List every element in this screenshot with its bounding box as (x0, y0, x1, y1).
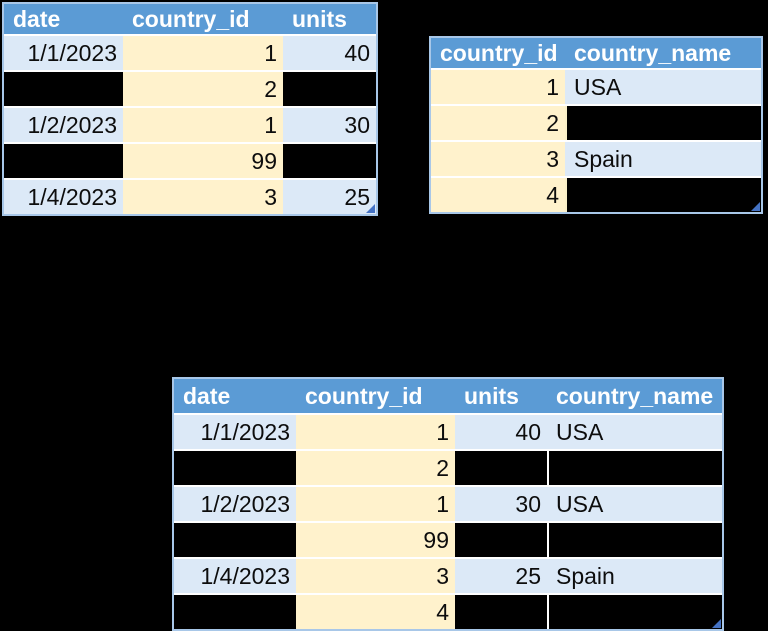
missing-cell (283, 144, 376, 178)
merged-table: date country_id units country_name 1/1/2… (172, 377, 724, 631)
table-row: 1/4/2023 3 25 Spain (174, 559, 722, 593)
country-name-header: country_name (556, 383, 714, 409)
date-header: date (183, 383, 231, 409)
date-header: date (13, 6, 61, 32)
table-row: 4 (174, 595, 722, 629)
country-name-cell: Spain (565, 142, 761, 176)
table-row: 3 Spain (431, 142, 761, 176)
table-row: 99 (174, 523, 722, 557)
units-cell: 30 (283, 108, 376, 142)
country-id-cell: 3 (296, 559, 455, 593)
country-id-cell: 2 (123, 72, 283, 106)
country-id-header: country_id (440, 40, 558, 66)
missing-cell (174, 595, 296, 629)
country-id-cell: 99 (123, 144, 283, 178)
table-resize-handle-icon (366, 204, 375, 213)
sales-table: date country_id units 1/1/2023 1 40 2 1/… (2, 2, 378, 216)
units-cell: 30 (455, 487, 547, 521)
country-id-cell: 99 (296, 523, 455, 557)
missing-cell (547, 451, 722, 485)
missing-cell (174, 451, 296, 485)
units-cell: 25 (283, 180, 376, 214)
date-cell: 1/2/2023 (4, 108, 123, 142)
countries-table: country_id country_name 1 USA 2 3 Spain … (429, 36, 763, 214)
country-id-cell: 2 (296, 451, 455, 485)
units-header: units (292, 6, 347, 32)
date-cell: 1/4/2023 (4, 180, 123, 214)
table-row: 1/1/2023 1 40 (4, 36, 376, 70)
table-row: 1/2/2023 1 30 (4, 108, 376, 142)
countries-table-header-row: country_id country_name (431, 38, 761, 68)
country-id-cell: 1 (431, 70, 565, 104)
units-cell: 40 (283, 36, 376, 70)
merged-table-header-row: date country_id units country_name (174, 379, 722, 413)
missing-cell (547, 595, 722, 629)
missing-cell (455, 595, 547, 629)
missing-cell (174, 523, 296, 557)
missing-cell (547, 523, 722, 557)
units-header: units (464, 383, 519, 409)
sales-table-header-row: date country_id units (4, 4, 376, 34)
table-row: 1 USA (431, 70, 761, 104)
country-name-cell: Spain (547, 559, 722, 593)
missing-cell (565, 178, 761, 212)
missing-cell (565, 106, 761, 140)
table-row: 4 (431, 178, 761, 212)
country-id-cell: 3 (123, 180, 283, 214)
country-id-cell: 1 (123, 36, 283, 70)
table-row: 99 (4, 144, 376, 178)
table-row: 2 (174, 451, 722, 485)
table-row: 1/1/2023 1 40 USA (174, 415, 722, 449)
country-id-cell: 1 (123, 108, 283, 142)
country-id-cell: 3 (431, 142, 565, 176)
date-cell: 1/1/2023 (4, 36, 123, 70)
country-id-cell: 1 (296, 415, 455, 449)
country-id-cell: 4 (431, 178, 565, 212)
units-cell: 25 (455, 559, 547, 593)
table-resize-handle-icon (751, 202, 760, 211)
date-cell: 1/2/2023 (174, 487, 296, 521)
country-id-cell: 1 (296, 487, 455, 521)
table-row: 1/2/2023 1 30 USA (174, 487, 722, 521)
country-id-cell: 4 (296, 595, 455, 629)
country-name-cell: USA (547, 415, 722, 449)
country-name-cell: USA (565, 70, 761, 104)
missing-cell (4, 144, 123, 178)
country-name-cell: USA (547, 487, 722, 521)
missing-cell (455, 451, 547, 485)
country-id-cell: 2 (431, 106, 565, 140)
table-row: 2 (4, 72, 376, 106)
missing-cell (4, 72, 123, 106)
missing-cell (283, 72, 376, 106)
table-resize-handle-icon (712, 619, 721, 628)
table-row: 2 (431, 106, 761, 140)
country-name-header: country_name (574, 40, 732, 66)
date-cell: 1/4/2023 (174, 559, 296, 593)
country-id-header: country_id (132, 6, 250, 32)
table-row: 1/4/2023 3 25 (4, 180, 376, 214)
units-cell: 40 (455, 415, 547, 449)
country-id-header: country_id (305, 383, 423, 409)
missing-cell (455, 523, 547, 557)
date-cell: 1/1/2023 (174, 415, 296, 449)
